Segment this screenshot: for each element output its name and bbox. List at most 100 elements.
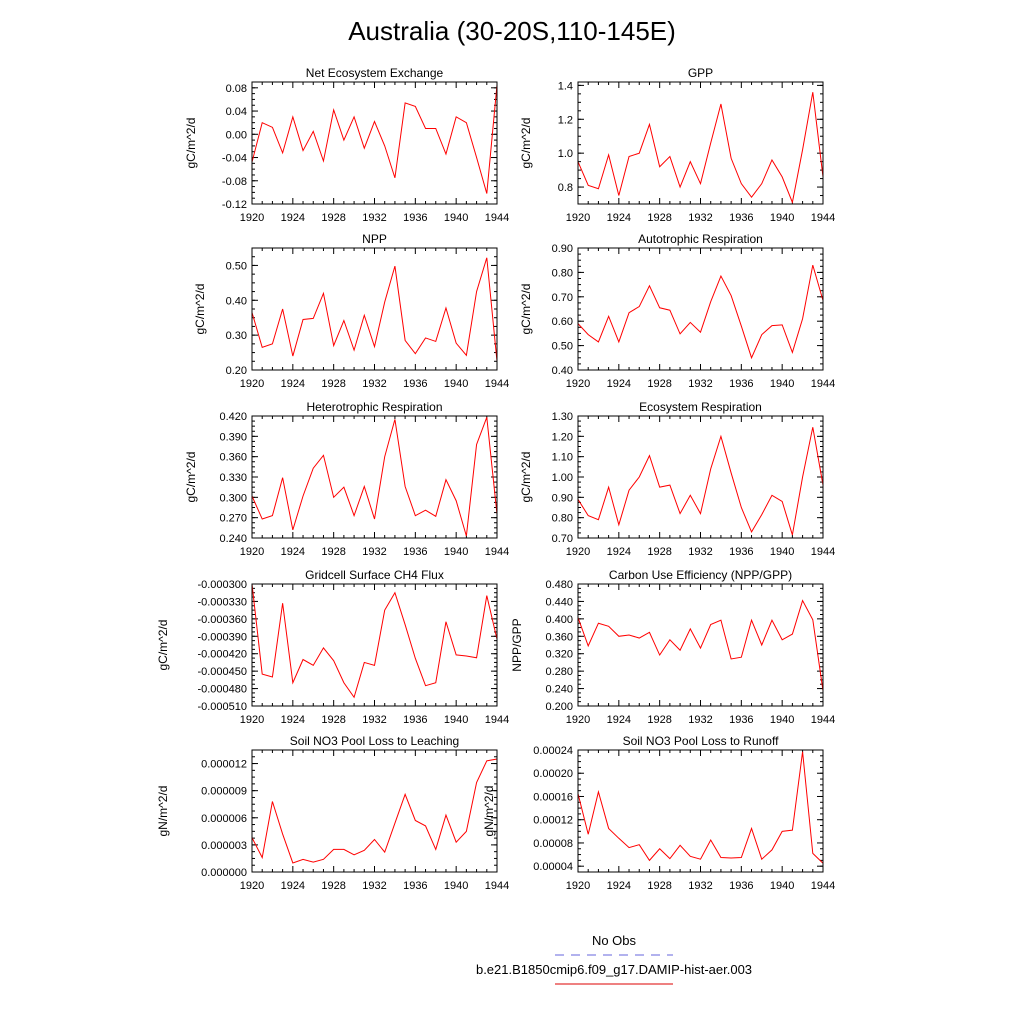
- data-point: [364, 486, 365, 487]
- data-point: [354, 116, 355, 117]
- data-point: [802, 600, 803, 601]
- x-tick-label: 1944: [485, 212, 509, 224]
- data-point: [486, 257, 487, 258]
- data-point: [415, 106, 416, 107]
- data-point: [415, 658, 416, 659]
- data-point: [282, 603, 283, 604]
- data-point: [741, 507, 742, 508]
- data-point: [751, 197, 752, 198]
- y-tick-label: 0.480: [545, 579, 573, 591]
- chart-title: Autotrophic Respiration: [638, 232, 763, 246]
- x-tick-label: 1936: [729, 714, 753, 726]
- y-tick-label: 0.390: [219, 431, 247, 443]
- data-point: [456, 116, 457, 117]
- data-point: [731, 295, 732, 296]
- data-point: [262, 857, 263, 858]
- y-tick-label: 0.280: [545, 666, 573, 678]
- data-point: [629, 847, 630, 848]
- y-tick-label: 0.200: [545, 701, 573, 713]
- data-point: [425, 337, 426, 338]
- data-point: [405, 794, 406, 795]
- data-point: [384, 145, 385, 146]
- data-point: [618, 838, 619, 839]
- data-point: [374, 839, 375, 840]
- legend-label-no-obs: No Obs: [592, 933, 637, 948]
- x-tick-label: 1936: [729, 880, 753, 892]
- data-point: [272, 801, 273, 802]
- plot-frame: [251, 415, 498, 539]
- data-point: [792, 830, 793, 831]
- data-point: [802, 477, 803, 478]
- data-point: [812, 265, 813, 266]
- data-point: [761, 183, 762, 184]
- data-point: [731, 158, 732, 159]
- data-point: [710, 143, 711, 144]
- data-point: [588, 334, 589, 335]
- data-point: [303, 859, 304, 860]
- data-point: [374, 346, 375, 347]
- data-point: [323, 647, 324, 648]
- data-point: [659, 487, 660, 488]
- series-line: [577, 599, 824, 691]
- data-point: [425, 510, 426, 511]
- x-tick-label: 1940: [444, 546, 468, 558]
- y-tick-label: 1.00: [552, 472, 573, 484]
- data-point: [292, 862, 293, 863]
- x-tick-label: 1932: [362, 546, 386, 558]
- data-point: [782, 831, 783, 832]
- x-tick-label: 1932: [688, 714, 712, 726]
- data-point: [303, 150, 304, 151]
- data-point: [639, 638, 640, 639]
- data-point: [761, 514, 762, 515]
- y-tick-label: 0.00020: [533, 768, 573, 780]
- data-point: [445, 815, 446, 816]
- chart-title: GPP: [688, 66, 713, 80]
- x-tick-label: 1924: [607, 378, 631, 390]
- data-point: [466, 355, 467, 356]
- data-point: [343, 487, 344, 488]
- data-point: [680, 333, 681, 334]
- data-point: [405, 340, 406, 341]
- y-tick-label: -0.000360: [197, 614, 247, 626]
- data-point: [292, 529, 293, 530]
- y-axis-label: gC/m^2/d: [156, 620, 170, 671]
- data-point: [700, 648, 701, 649]
- x-tick-label: 1920: [240, 212, 264, 224]
- y-tick-label: 0.440: [545, 596, 573, 608]
- data-point: [435, 341, 436, 342]
- data-point: [323, 859, 324, 860]
- data-point: [680, 650, 681, 651]
- data-point: [333, 497, 334, 498]
- data-point: [323, 161, 324, 162]
- y-axis-label: gC/m^2/d: [519, 118, 533, 169]
- data-point: [710, 624, 711, 625]
- data-point: [292, 682, 293, 683]
- data-point: [354, 697, 355, 698]
- data-point: [272, 515, 273, 516]
- x-tick-label: 1928: [647, 212, 671, 224]
- x-tick-label: 1940: [444, 714, 468, 726]
- data-point: [466, 656, 467, 657]
- data-point: [618, 195, 619, 196]
- data-point: [476, 157, 477, 158]
- x-tick-label: 1940: [444, 212, 468, 224]
- data-point: [771, 159, 772, 160]
- data-point: [292, 116, 293, 117]
- x-tick-label: 1932: [688, 212, 712, 224]
- x-tick-label: 1940: [444, 880, 468, 892]
- y-tick-label: 0.90: [552, 243, 573, 255]
- data-point: [649, 860, 650, 861]
- page-title: Australia (30-20S,110-145E): [348, 16, 676, 46]
- chart-heterotrophic-respiration: Heterotrophic Respiration gC/m^2/d 1920 192…: [184, 400, 509, 558]
- data-point: [272, 343, 273, 344]
- data-point: [262, 519, 263, 520]
- data-point: [364, 662, 365, 663]
- x-tick-label: 1924: [607, 714, 631, 726]
- data-point: [598, 188, 599, 189]
- y-tick-label: 0.300: [219, 492, 247, 504]
- y-tick-label: 0.20: [226, 365, 247, 377]
- data-point: [700, 183, 701, 184]
- data-point: [435, 849, 436, 850]
- plot-frame: [251, 749, 498, 873]
